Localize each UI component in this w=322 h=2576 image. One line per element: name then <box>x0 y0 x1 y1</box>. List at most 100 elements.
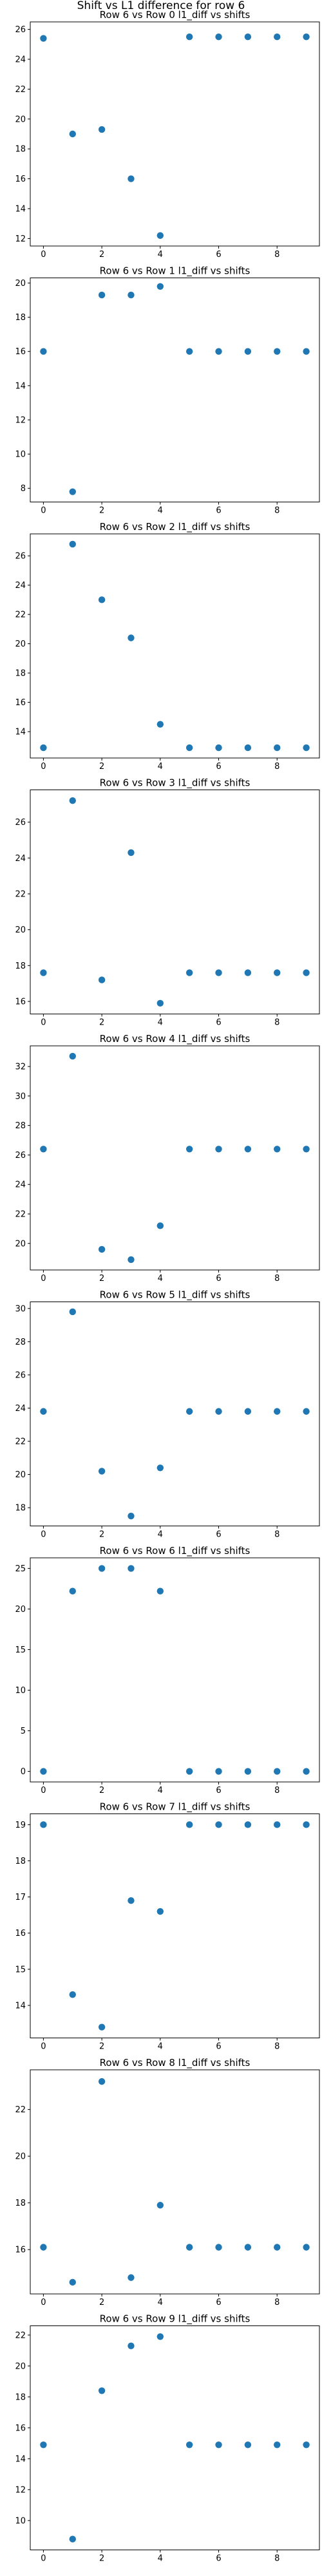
y-tick-label: 26 <box>15 818 26 828</box>
data-point <box>156 999 164 1007</box>
data-point <box>244 33 252 41</box>
data-point <box>128 1565 135 1572</box>
x-tick-label: 0 <box>41 506 46 516</box>
subplot-7: Row 6 vs Row 7 l1_diff vs shifts 0 2 4 6 8 14 1… <box>15 1801 320 2052</box>
figure-suptitle: Shift vs L1 difference for row 6 <box>77 0 245 12</box>
data-point <box>303 2244 310 2251</box>
x-tick-label: 2 <box>99 762 104 772</box>
x-tick-label: 2 <box>99 250 104 260</box>
data-point <box>69 797 76 804</box>
data-point <box>303 744 310 752</box>
x-tick-label: 2 <box>99 2298 104 2307</box>
y-tick-label: 20 <box>15 2362 26 2371</box>
data-point <box>156 1587 164 1595</box>
data-point <box>244 348 252 355</box>
axes-frame <box>30 1557 320 1783</box>
y-tick-label: 20 <box>15 1605 26 1615</box>
subplot-title: Row 6 vs Row 1 l1_diff vs shifts <box>100 265 251 278</box>
y-tick-label: 22 <box>15 889 26 899</box>
data-point <box>156 1908 164 1915</box>
x-tick-label: 2 <box>99 1274 104 1283</box>
x-tick-label: 0 <box>41 2042 46 2052</box>
data-point <box>40 1821 47 1828</box>
x-tick-label: 8 <box>274 1274 279 1283</box>
data-point <box>98 2023 106 2031</box>
x-tick-label: 2 <box>99 506 104 516</box>
x-tick-label: 6 <box>216 2554 221 2564</box>
data-point <box>98 1565 106 1572</box>
x-tick-label: 2 <box>99 2554 104 2564</box>
data-point <box>274 744 281 752</box>
data-point <box>156 1222 164 1229</box>
x-tick-label: 6 <box>216 250 221 260</box>
y-tick-label: 20 <box>15 2152 26 2162</box>
data-point <box>185 1768 193 1775</box>
data-point <box>215 969 222 976</box>
subplot-title: Row 6 vs Row 0 l1_diff vs shifts <box>100 9 251 21</box>
x-tick-label: 4 <box>158 506 163 516</box>
y-tick-label: 18 <box>15 2392 26 2402</box>
data-point <box>244 969 252 976</box>
y-tick-label: 22 <box>15 1437 26 1447</box>
data-point <box>69 1587 76 1595</box>
y-tick-label: 15 <box>15 1645 26 1655</box>
y-tick-label: 14 <box>15 2001 26 2011</box>
y-tick-label: 20 <box>15 925 26 935</box>
data-point <box>98 976 106 983</box>
y-tick-label: 14 <box>15 2454 26 2464</box>
data-point <box>128 291 135 299</box>
subplot-1: Row 6 vs Row 1 l1_diff vs shifts 0 2 4 6 8 8 10… <box>15 265 320 516</box>
data-point <box>98 2387 106 2394</box>
y-tick-label: 24 <box>15 1404 26 1414</box>
y-tick-label: 16 <box>15 347 26 357</box>
y-tick-label: 18 <box>15 2199 26 2208</box>
data-point <box>303 2441 310 2448</box>
y-tick-label: 14 <box>15 728 26 737</box>
x-tick-label: 6 <box>216 2042 221 2052</box>
x-tick-label: 4 <box>158 762 163 772</box>
y-tick-label: 10 <box>15 1686 26 1696</box>
data-point <box>40 35 47 42</box>
x-tick-label: 8 <box>274 250 279 260</box>
data-point <box>128 1512 135 1520</box>
subplot-title: Row 6 vs Row 9 l1_diff vs shifts <box>100 2313 251 2325</box>
data-point <box>40 2244 47 2251</box>
data-point <box>274 1146 281 1153</box>
subplot-title: Row 6 vs Row 3 l1_diff vs shifts <box>100 777 251 790</box>
subplot-9: Row 6 vs Row 9 l1_diff vs shifts 0 2 4 6 8 10 1… <box>15 2313 320 2564</box>
subplot-8: Row 6 vs Row 8 l1_diff vs shifts 0 2 4 6 8 16 1… <box>15 2057 320 2307</box>
y-tick-label: 26 <box>15 552 26 562</box>
y-tick-label: 22 <box>15 611 26 620</box>
y-tick-label: 18 <box>15 669 26 679</box>
data-point <box>98 126 106 133</box>
x-tick-label: 2 <box>99 1018 104 1028</box>
data-point <box>98 1468 106 1475</box>
y-tick-label: 16 <box>15 2423 26 2433</box>
subplot-title: Row 6 vs Row 6 l1_diff vs shifts <box>100 1545 251 1557</box>
y-tick-label: 20 <box>15 115 26 124</box>
y-tick-label: 26 <box>15 1370 26 1380</box>
data-point <box>274 2244 281 2251</box>
x-tick-label: 8 <box>274 762 279 772</box>
y-tick-label: 26 <box>15 1151 26 1160</box>
data-point <box>215 1768 222 1775</box>
y-tick-label: 30 <box>15 1092 26 1101</box>
data-point <box>215 1821 222 1828</box>
data-point <box>215 1146 222 1153</box>
data-point <box>244 2441 252 2448</box>
data-point <box>215 348 222 355</box>
x-tick-label: 6 <box>216 1274 221 1283</box>
data-point <box>274 1821 281 1828</box>
subplot-6: Row 6 vs Row 6 l1_diff vs shifts 0 2 4 6 8 0 5 1… <box>15 1545 320 1795</box>
data-point <box>303 33 310 41</box>
y-tick-label: 14 <box>15 205 26 214</box>
data-point <box>98 1245 106 1253</box>
x-tick-label: 4 <box>158 1786 163 1795</box>
data-point <box>274 969 281 976</box>
y-tick-label: 14 <box>15 381 26 391</box>
y-tick-label: 20 <box>15 639 26 649</box>
axes-frame <box>30 1302 320 1526</box>
y-tick-label: 22 <box>15 85 26 95</box>
